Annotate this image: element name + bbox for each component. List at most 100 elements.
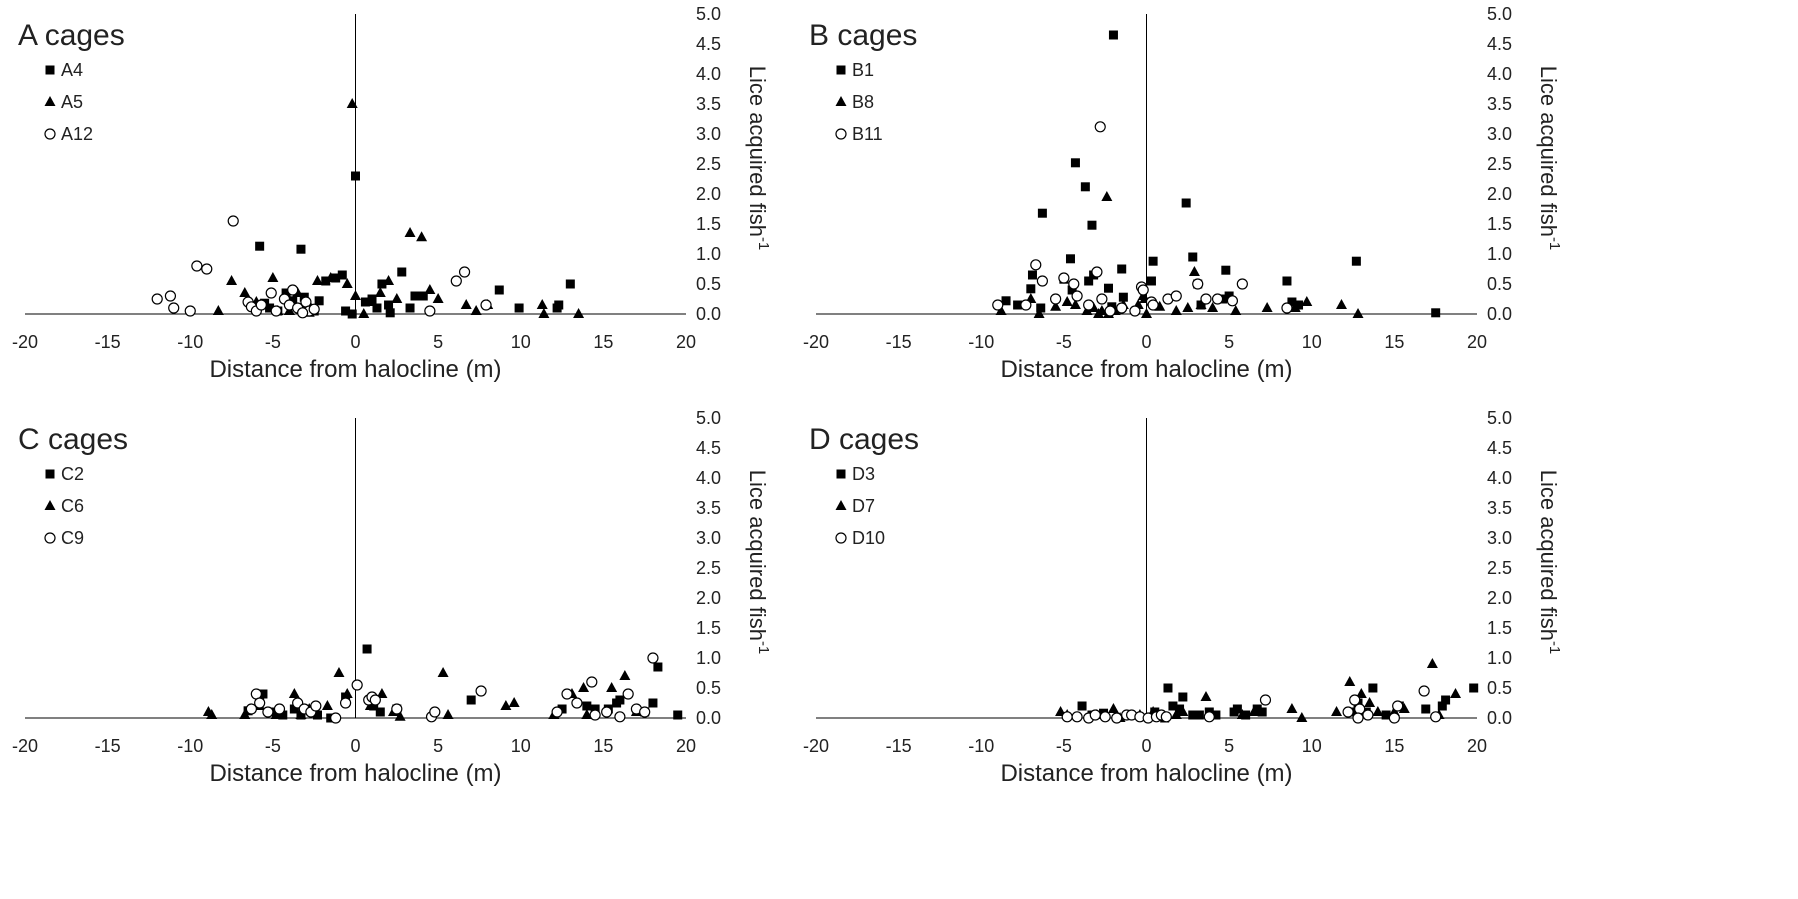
data-point-c2 [582, 701, 592, 711]
x-tick-label: 0 [1141, 332, 1151, 352]
data-point-a4 [514, 303, 524, 313]
y-tick-label: 4.0 [696, 468, 721, 488]
data-point-c6 [333, 667, 345, 677]
data-point-a4 [554, 300, 564, 310]
data-point-d7 [1200, 691, 1212, 701]
data-point-a4 [377, 279, 387, 289]
data-point-d3 [1469, 683, 1479, 693]
x-tick-label: -5 [1056, 736, 1072, 756]
data-point-d3 [1257, 707, 1267, 717]
data-point-c2 [258, 689, 268, 699]
legend: D3 D7 D10 [835, 464, 885, 548]
data-point-a12 [287, 284, 299, 296]
data-point-b11 [1200, 293, 1212, 305]
chart-d-cages: -20 -15 -10 -5 0 5 10 15 200.0 0.5 1.0 1.5 2.0 2.5 3.0… [803, 408, 1563, 787]
data-point-c2 [375, 707, 385, 717]
data-point-c6 [341, 688, 353, 698]
y-tick-label: 3.5 [1487, 94, 1512, 114]
data-point-a5 [212, 305, 224, 315]
panel-title: C cages [18, 423, 128, 456]
data-point-d3 [1163, 683, 1173, 693]
data-point-b11 [1071, 290, 1083, 302]
data-point-d7 [1331, 706, 1343, 716]
x-tick-label: -15 [95, 332, 121, 352]
data-point-d10 [1089, 709, 1101, 721]
data-point-d10 [1061, 711, 1073, 723]
data-point-a4 [351, 171, 360, 181]
y-tick-label: 1.0 [1487, 648, 1512, 668]
data-point-c9 [245, 703, 257, 715]
data-point-d7 [1426, 658, 1438, 668]
y-tick-label: 3.5 [696, 94, 721, 114]
data-point-d3 [1077, 701, 1087, 711]
data-point-b1 [1087, 220, 1097, 230]
legend-marker-circle [835, 532, 847, 544]
data-point-b11 [1192, 278, 1204, 290]
data-point-a5 [432, 293, 444, 303]
data-point-c6 [394, 710, 406, 721]
legend-marker-square [45, 469, 55, 479]
data-point-d3 [1421, 704, 1431, 714]
data-point-c9 [551, 706, 563, 718]
data-point-d3 [1241, 710, 1251, 720]
data-point-b11 [1170, 290, 1182, 302]
data-point-c9 [571, 697, 583, 709]
data-point-c2 [289, 704, 299, 714]
data-point-a5 [424, 284, 436, 294]
data-point-a5 [341, 278, 353, 288]
y-tick-label: 2.0 [696, 588, 721, 608]
y-tick-label: 3.0 [696, 124, 721, 144]
data-point-c6 [508, 697, 520, 707]
data-point-a4 [255, 241, 265, 251]
data-point-b8 [1050, 300, 1062, 311]
data-point-b1 [1221, 265, 1231, 275]
data-point-a4 [367, 294, 377, 304]
data-point-b8 [1141, 308, 1152, 318]
x-tick-label: 0 [1141, 736, 1151, 756]
data-point-d7 [1107, 703, 1119, 713]
legend-marker-circle [835, 128, 847, 140]
data-point-a4 [405, 303, 415, 313]
data-point-b11 [1020, 299, 1032, 311]
data-point-d10 [1388, 712, 1400, 724]
data-point-a5 [538, 308, 550, 318]
data-point-d3 [1168, 701, 1178, 711]
data-point-b1 [1037, 208, 1047, 218]
data-point-a4 [265, 303, 275, 313]
x-tick-label: 20 [676, 332, 696, 352]
data-point-a5 [470, 305, 482, 315]
data-point-b11 [1083, 299, 1095, 311]
data-point-d3 [1175, 704, 1185, 714]
chart-a-cages: -20 -15 -10 -5 0 5 10 15 200.0 0.5 1.0 1.5 2.0 2.5 3.0… [12, 4, 772, 383]
data-point-b11 [1058, 272, 1070, 284]
y-axis-label-text: Lice acquired fish [1536, 66, 1561, 237]
data-point-c9 [475, 685, 487, 697]
data-point-b8 [1101, 191, 1113, 201]
legend-label: C6 [61, 496, 84, 516]
data-point-a4 [565, 279, 575, 289]
data-point-a4 [341, 306, 351, 316]
data-point-a12 [265, 287, 277, 299]
y-tick-label: 0.0 [1487, 304, 1512, 324]
data-point-b1 [1117, 264, 1127, 274]
data-point-a5 [311, 275, 323, 285]
data-point-a4 [296, 244, 306, 254]
x-tick-label: -15 [886, 736, 912, 756]
data-point-c6 [288, 688, 300, 698]
x-tick-label: 20 [1467, 736, 1487, 756]
y-axis-label-superscript: -1 [755, 237, 772, 250]
data-point-b1 [1108, 30, 1118, 40]
data-point-c9 [254, 697, 266, 709]
data-point-a12 [151, 293, 163, 305]
data-point-d7 [1364, 697, 1376, 707]
chart-c-cages: -20 -15 -10 -5 0 5 10 15 200.0 0.5 1.0 1.5 2.0 2.5 3.0… [12, 408, 772, 787]
data-point-c9 [586, 676, 598, 688]
data-point-c9 [601, 706, 613, 718]
data-point-b11 [1137, 284, 1149, 296]
x-tick-label: 15 [593, 332, 613, 352]
data-point-c2 [278, 710, 288, 720]
x-axis-label: Distance from halocline (m) [209, 760, 501, 787]
data-point-b8 [1061, 296, 1073, 306]
data-point-a5 [363, 296, 375, 306]
y-tick-label: 2.5 [1487, 154, 1512, 174]
